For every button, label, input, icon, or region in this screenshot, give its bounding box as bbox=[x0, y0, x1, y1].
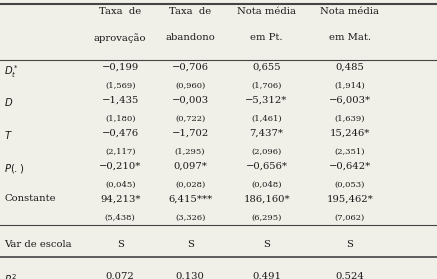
Text: $T$: $T$ bbox=[4, 129, 13, 141]
Text: (7,062): (7,062) bbox=[334, 213, 365, 222]
Text: S: S bbox=[346, 240, 353, 249]
Text: 0,524: 0,524 bbox=[335, 272, 364, 279]
Text: (1,914): (1,914) bbox=[334, 82, 365, 90]
Text: em Mat.: em Mat. bbox=[329, 33, 371, 42]
Text: −1,435: −1,435 bbox=[101, 96, 139, 105]
Text: −0,656*: −0,656* bbox=[246, 162, 288, 170]
Text: aprovação: aprovação bbox=[94, 33, 146, 43]
Text: Var de escola: Var de escola bbox=[4, 240, 72, 249]
Text: (1,180): (1,180) bbox=[105, 115, 135, 123]
Text: 0,130: 0,130 bbox=[176, 272, 205, 279]
Text: $D$: $D$ bbox=[4, 96, 14, 108]
Text: Taxa  de: Taxa de bbox=[169, 7, 211, 16]
Text: (1,569): (1,569) bbox=[105, 82, 135, 90]
Text: 186,160*: 186,160* bbox=[243, 194, 290, 203]
Text: −0,199: −0,199 bbox=[101, 63, 139, 72]
Text: $D_t^*$: $D_t^*$ bbox=[4, 63, 19, 80]
Text: 0,097*: 0,097* bbox=[173, 162, 207, 170]
Text: Nota média: Nota média bbox=[320, 7, 379, 16]
Text: em Pt.: em Pt. bbox=[250, 33, 283, 42]
Text: 0,655: 0,655 bbox=[252, 63, 281, 72]
Text: −0,003: −0,003 bbox=[172, 96, 208, 105]
Text: −0,210*: −0,210* bbox=[99, 162, 141, 170]
Text: (5,438): (5,438) bbox=[105, 213, 135, 222]
Text: (0,053): (0,053) bbox=[334, 181, 365, 189]
Text: $P(.)$: $P(.)$ bbox=[4, 162, 24, 175]
Text: (0,722): (0,722) bbox=[175, 115, 205, 123]
Text: −0,642*: −0,642* bbox=[329, 162, 371, 170]
Text: (1,295): (1,295) bbox=[175, 148, 205, 156]
Text: 195,462*: 195,462* bbox=[326, 194, 373, 203]
Text: (0,045): (0,045) bbox=[105, 181, 135, 189]
Text: 15,246*: 15,246* bbox=[329, 129, 370, 138]
Text: 6,415***: 6,415*** bbox=[168, 194, 212, 203]
Text: −1,702: −1,702 bbox=[171, 129, 209, 138]
Text: 7,437*: 7,437* bbox=[250, 129, 284, 138]
Text: (2,117): (2,117) bbox=[105, 148, 135, 156]
Text: (0,960): (0,960) bbox=[175, 82, 205, 90]
Text: −0,476: −0,476 bbox=[102, 129, 139, 138]
Text: (0,028): (0,028) bbox=[175, 181, 205, 189]
Text: (2,351): (2,351) bbox=[334, 148, 365, 156]
Text: S: S bbox=[187, 240, 194, 249]
Text: (6,295): (6,295) bbox=[251, 213, 282, 222]
Text: abandono: abandono bbox=[165, 33, 215, 42]
Text: −5,312*: −5,312* bbox=[246, 96, 288, 105]
Text: (3,326): (3,326) bbox=[175, 213, 205, 222]
Text: (1,639): (1,639) bbox=[334, 115, 365, 123]
Text: Constante: Constante bbox=[4, 194, 56, 203]
Text: S: S bbox=[263, 240, 270, 249]
Text: 0,072: 0,072 bbox=[106, 272, 135, 279]
Text: Nota média: Nota média bbox=[237, 7, 296, 16]
Text: (1,461): (1,461) bbox=[251, 115, 282, 123]
Text: −0,706: −0,706 bbox=[172, 63, 208, 72]
Text: (2,096): (2,096) bbox=[251, 148, 282, 156]
Text: −6,003*: −6,003* bbox=[329, 96, 371, 105]
Text: 0,485: 0,485 bbox=[335, 63, 364, 72]
Text: $R^2$: $R^2$ bbox=[4, 272, 18, 279]
Text: (0,048): (0,048) bbox=[251, 181, 282, 189]
Text: 94,213*: 94,213* bbox=[100, 194, 140, 203]
Text: S: S bbox=[117, 240, 124, 249]
Text: (1,706): (1,706) bbox=[251, 82, 282, 90]
Text: 0,491: 0,491 bbox=[252, 272, 281, 279]
Text: Taxa  de: Taxa de bbox=[99, 7, 141, 16]
